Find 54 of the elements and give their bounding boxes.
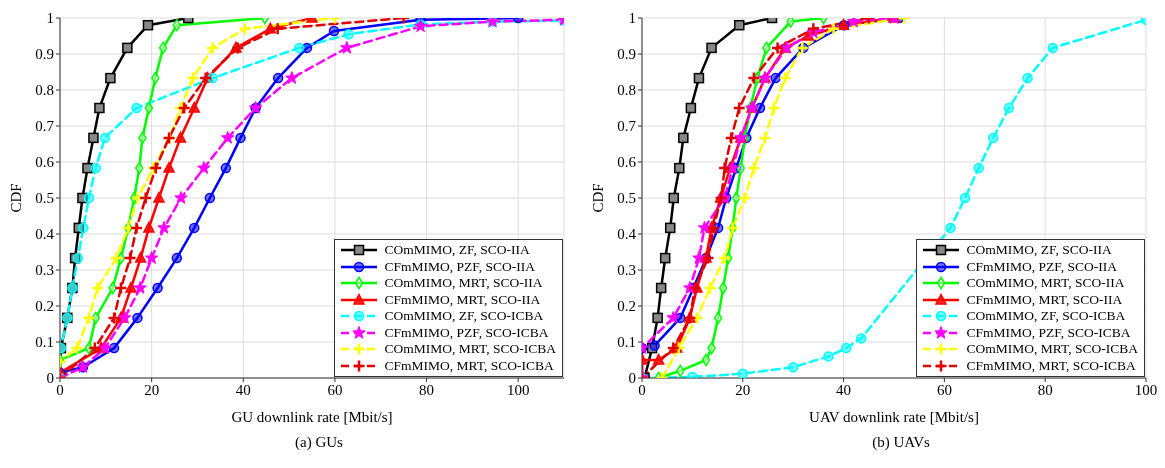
x-tick-label: 20: [735, 381, 751, 398]
legend-label: COmMIMO, MRT, SCO-ICBA: [966, 341, 1138, 358]
y-axis-title: CDF: [8, 183, 25, 213]
legend-label: CFmMIMO, MRT, SCO-IIA: [384, 291, 541, 308]
x-axis-title: GU downlink rate [Mbit/s]: [231, 409, 393, 425]
y-tick-label: 0: [628, 370, 636, 387]
y-tick-label: 0.1: [35, 334, 54, 351]
x-axis-title: UAV downlink rate [Mbit/s]: [809, 409, 979, 425]
y-tick-label: 0.4: [617, 226, 637, 243]
legend-label: COmMIMO, MRT, SCO-IIA: [966, 275, 1125, 292]
legend-label: CFmMIMO, MRT, SCO-IIA: [966, 291, 1123, 308]
x-tick-label: 60: [936, 381, 952, 398]
legend-label: CFmMIMO, MRT, SCO-ICBA: [966, 357, 1136, 374]
x-tick-label: 60: [327, 381, 343, 398]
x-tick-label: 80: [419, 381, 435, 398]
legend-label: COmMIMO, ZF, SCO-ICBA: [384, 308, 544, 325]
y-tick-label: 0.7: [35, 118, 55, 135]
y-tick-label: 0.4: [35, 226, 55, 243]
y-tick-label: 0.8: [35, 82, 54, 99]
text: (b) UAVs: [871, 434, 931, 451]
legend-label: CFmMIMO, MRT, SCO-ICBA: [384, 357, 554, 374]
x-tick-label: 100: [1134, 381, 1158, 398]
legend-label: CFmMIMO, PZF, SCO-IIA: [966, 258, 1117, 275]
x-tick-label: 20: [144, 381, 160, 398]
legend-label: COmMIMO, ZF, SCO-IIA: [966, 242, 1112, 259]
y-tick-label: 0.5: [617, 190, 636, 207]
y-tick-label: 0.2: [35, 298, 54, 315]
y-tick-label: 0: [46, 370, 54, 387]
y-axis-title: CDF: [590, 183, 607, 213]
y-tick-label: 0.3: [617, 262, 636, 279]
x-tick-label: 100: [506, 381, 530, 398]
y-tick-label: 0.3: [35, 262, 54, 279]
y-tick-label: 0.6: [35, 154, 55, 171]
y-tick-label: 0.2: [617, 298, 636, 315]
y-tick-label: 0.1: [617, 334, 636, 351]
y-tick-label: 1: [628, 10, 636, 27]
legend-label: COmMIMO, MRT, SCO-ICBA: [384, 341, 556, 358]
y-tick-label: 0.7: [617, 118, 637, 135]
legend-label: CFmMIMO, PZF, SCO-IIA: [384, 258, 535, 275]
legend-label: COmMIMO, MRT, SCO-IIA: [384, 275, 543, 292]
x-tick-label: 80: [1037, 381, 1053, 398]
text: (a) GUs: [294, 434, 344, 451]
y-tick-label: 0.8: [617, 82, 636, 99]
y-tick-label: 0.5: [35, 190, 54, 207]
y-tick-label: 0.9: [35, 46, 54, 63]
legend-label: COmMIMO, ZF, SCO-IIA: [384, 242, 530, 259]
y-tick-label: 0.9: [617, 46, 636, 63]
legend-label: CFmMIMO, PZF, SCO-ICBA: [384, 324, 549, 341]
legend-label: CFmMIMO, PZF, SCO-ICBA: [966, 324, 1131, 341]
y-tick-label: 1: [46, 10, 54, 27]
x-tick-label: 40: [235, 381, 251, 398]
legend-label: COmMIMO, ZF, SCO-ICBA: [966, 308, 1126, 325]
x-tick-label: 40: [836, 381, 852, 398]
y-tick-label: 0.6: [617, 154, 637, 171]
